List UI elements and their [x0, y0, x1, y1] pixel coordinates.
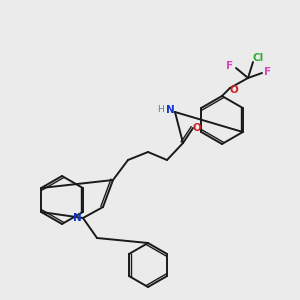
- Text: H: H: [158, 106, 164, 115]
- Text: N: N: [73, 213, 81, 223]
- Text: Cl: Cl: [252, 53, 264, 63]
- Text: O: O: [193, 123, 201, 133]
- Text: N: N: [166, 105, 174, 115]
- Text: F: F: [226, 61, 234, 71]
- Text: F: F: [264, 67, 272, 77]
- Text: O: O: [230, 85, 238, 95]
